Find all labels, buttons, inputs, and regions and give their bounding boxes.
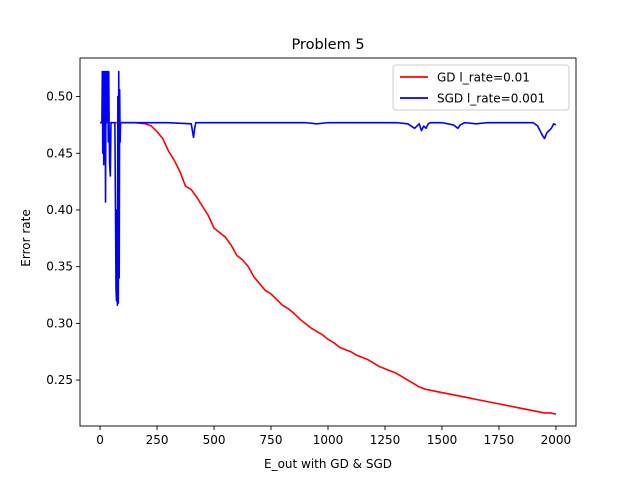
x-tick-label: 1750 bbox=[484, 433, 515, 447]
series-line-gd bbox=[100, 121, 557, 415]
legend-box bbox=[392, 64, 570, 111]
x-tick-label: 1250 bbox=[370, 433, 401, 447]
y-tick-label: 0.30 bbox=[46, 316, 73, 330]
legend-label: GD l_rate=0.01 bbox=[437, 71, 530, 85]
plot-area: 0 250 500 750 1000 1250 1500 1750 2000 0.25 0.30 0.… bbox=[46, 57, 577, 447]
x-tick-label: 1500 bbox=[427, 433, 458, 447]
legend-label: SGD l_rate=0.001 bbox=[437, 92, 545, 106]
legend: GD l_rate=0.01 SGD l_rate=0.001 bbox=[392, 64, 570, 111]
y-axis-label: Error rate bbox=[19, 209, 33, 266]
x-tick-label: 0 bbox=[96, 433, 104, 447]
y-tick-label: 0.25 bbox=[46, 373, 73, 387]
series-line-sgd bbox=[100, 70, 557, 307]
chart-title: Problem 5 bbox=[291, 37, 364, 53]
x-tick-label: 1000 bbox=[313, 433, 344, 447]
y-tick-label: 0.45 bbox=[46, 146, 73, 160]
x-tick-label: 750 bbox=[260, 433, 283, 447]
x-axis-label: E_out with GD & SGD bbox=[264, 457, 392, 471]
y-tick-label: 0.40 bbox=[46, 203, 73, 217]
y-tick-label: 0.35 bbox=[46, 260, 73, 274]
x-tick-label: 500 bbox=[203, 433, 226, 447]
x-tick-label: 2000 bbox=[541, 433, 572, 447]
y-tick-label: 0.50 bbox=[46, 90, 73, 104]
x-tick-label: 250 bbox=[146, 433, 169, 447]
